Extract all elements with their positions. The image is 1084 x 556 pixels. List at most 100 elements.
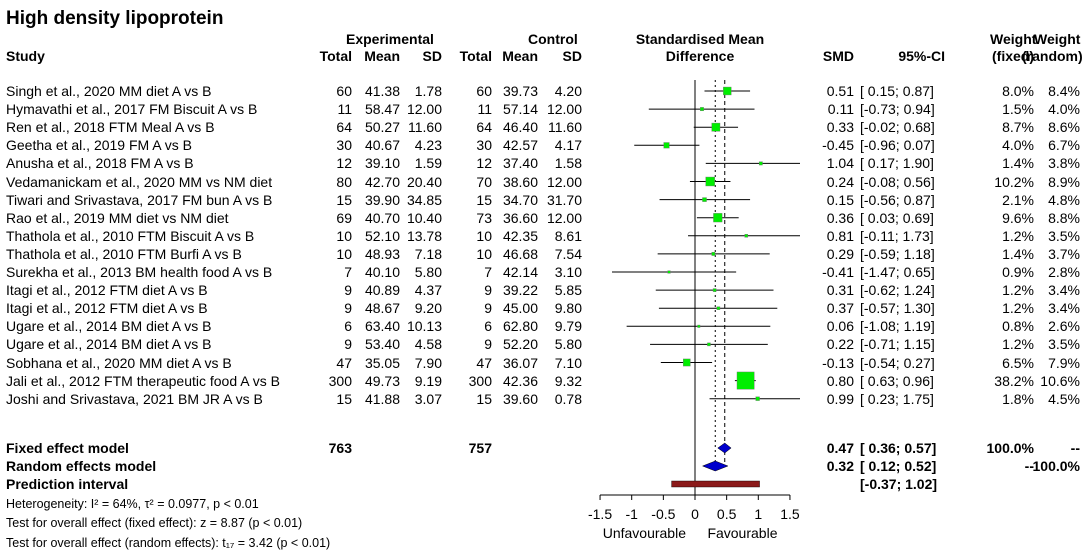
row-e-mean: 41.88 — [364, 390, 400, 407]
row-w-random: 7.9% — [1048, 354, 1080, 371]
row-e-total: 7 — [344, 264, 352, 280]
random-test-note: Test for overall effect (random effects)… — [6, 536, 331, 550]
row-c-mean: 39.73 — [502, 83, 538, 99]
row-c-mean: 46.68 — [502, 245, 538, 262]
row-c-sd: 7.54 — [554, 245, 582, 262]
row-e-sd: 7.90 — [414, 354, 442, 371]
row-c-mean: 39.22 — [502, 282, 538, 299]
row-e-sd: 4.58 — [414, 336, 442, 353]
header-smd: SMD — [822, 48, 854, 64]
x-tick-label: -1.5 — [588, 506, 612, 522]
study-weight-box — [705, 176, 715, 187]
row-e-sd: 13.78 — [406, 227, 442, 244]
study-weight-box — [697, 324, 701, 328]
study-weight-box — [711, 252, 716, 256]
row-e-total: 15 — [336, 191, 352, 208]
row-c-total: 60 — [476, 83, 492, 99]
row-c-sd: 9.79 — [554, 318, 582, 335]
row-e-sd: 20.40 — [406, 173, 442, 190]
row-c-mean: 36.60 — [502, 209, 538, 226]
row-smd: -0.41 — [822, 264, 854, 280]
row-study: Sobhana et al., 2020 MM diet A vs B — [6, 354, 232, 371]
row-smd: 0.80 — [826, 372, 854, 389]
row-c-mean: 34.70 — [502, 191, 538, 208]
row-e-sd: 12.00 — [406, 101, 442, 118]
row-study: Ren et al., 2018 FTM Meal A vs B — [6, 119, 215, 136]
row-e-mean: 49.73 — [364, 372, 400, 389]
row-study: Hymavathi et al., 2017 FM Biscuit A vs B — [6, 101, 258, 118]
row-smd: 0.29 — [826, 245, 854, 262]
x-tick-label: 1.5 — [780, 506, 800, 522]
header-ci: 95%-CI — [898, 48, 945, 64]
row-c-sd: 12.00 — [546, 101, 582, 118]
row-study: Ugare et al., 2014 BM diet A vs B — [6, 318, 212, 335]
row-w-fixed: 6.5% — [1002, 354, 1034, 371]
x-tick-label: 1 — [754, 506, 762, 522]
row-c-total: 12 — [476, 155, 492, 172]
header-c-mean: Mean — [502, 48, 538, 64]
row-ci: [ 0.03; 0.69] — [860, 209, 934, 226]
row-c-total: 6 — [484, 318, 492, 335]
row-study: Surekha et al., 2013 BM health food A vs… — [6, 264, 273, 280]
row-c-mean: 42.14 — [502, 264, 538, 280]
study-weight-box — [683, 358, 691, 367]
random-ci: [ 0.12; 0.52] — [860, 458, 937, 474]
row-c-total: 30 — [476, 137, 492, 154]
row-c-total: 11 — [477, 101, 492, 118]
row-ci: [-0.56; 0.87] — [860, 191, 935, 208]
fixed-ci: [ 0.36; 0.57] — [860, 440, 937, 456]
row-c-total: 9 — [484, 300, 492, 317]
row-c-mean: 62.80 — [502, 318, 538, 335]
row-w-fixed: 4.0% — [1002, 137, 1034, 154]
row-c-sd: 31.70 — [546, 191, 582, 208]
random-effects-diamond — [701, 460, 729, 472]
row-e-sd: 34.85 — [406, 191, 442, 208]
study-weight-box — [736, 371, 755, 390]
study-weight-box — [700, 107, 704, 112]
row-c-mean: 42.36 — [502, 372, 538, 389]
row-c-sd: 12.00 — [546, 173, 582, 190]
row-e-sd: 3.07 — [414, 390, 442, 407]
row-w-fixed: 1.2% — [1002, 227, 1034, 244]
header-weight-random: Weight — [1034, 31, 1081, 47]
row-e-sd: 9.19 — [414, 372, 442, 389]
row-c-sd: 0.78 — [554, 390, 582, 407]
row-c-total: 7 — [484, 264, 492, 280]
row-e-sd: 4.23 — [414, 137, 442, 154]
row-c-total: 70 — [476, 173, 492, 190]
row-e-mean: 50.27 — [364, 119, 400, 136]
row-study: Rao et al., 2019 MM diet vs NM diet — [6, 209, 229, 226]
row-c-total: 9 — [484, 282, 492, 299]
row-e-total: 11 — [337, 101, 352, 118]
fixed-c-total: 757 — [468, 440, 492, 456]
row-w-fixed: 1.4% — [1002, 155, 1034, 172]
row-smd: 0.22 — [826, 336, 854, 353]
row-e-mean: 42.70 — [364, 173, 400, 190]
random-smd: 0.32 — [826, 458, 854, 474]
fixed-effect-diamond — [717, 442, 732, 454]
row-w-fixed: 1.8% — [1002, 390, 1034, 407]
row-c-total: 10 — [476, 245, 492, 262]
row-e-mean: 40.10 — [364, 264, 400, 280]
header-experimental: Experimental — [346, 31, 434, 47]
row-ci: [-1.08; 1.19] — [860, 318, 935, 335]
row-study: Thathola et al., 2010 FTM Biscuit A vs B — [6, 227, 255, 244]
row-e-sd: 1.78 — [414, 83, 442, 99]
prediction-interval-label: Prediction interval — [6, 476, 129, 492]
row-e-total: 10 — [336, 227, 352, 244]
row-w-fixed: 1.2% — [1002, 336, 1034, 353]
row-c-sd: 4.17 — [554, 137, 582, 154]
row-w-random: 2.6% — [1048, 318, 1080, 335]
row-e-total: 64 — [336, 119, 352, 136]
row-e-total: 6 — [344, 318, 352, 335]
fixed-effect-label: Fixed effect model — [6, 440, 129, 456]
header-e-sd: SD — [422, 48, 442, 64]
row-ci: [-0.96; 0.07] — [860, 137, 935, 154]
row-smd: 0.33 — [826, 119, 854, 136]
row-ci: [-0.11; 1.73] — [860, 227, 934, 244]
header-c-sd: SD — [562, 48, 582, 64]
row-c-sd: 5.80 — [554, 336, 582, 353]
row-w-fixed: 10.2% — [994, 173, 1034, 190]
row-w-random: 8.9% — [1048, 173, 1080, 190]
